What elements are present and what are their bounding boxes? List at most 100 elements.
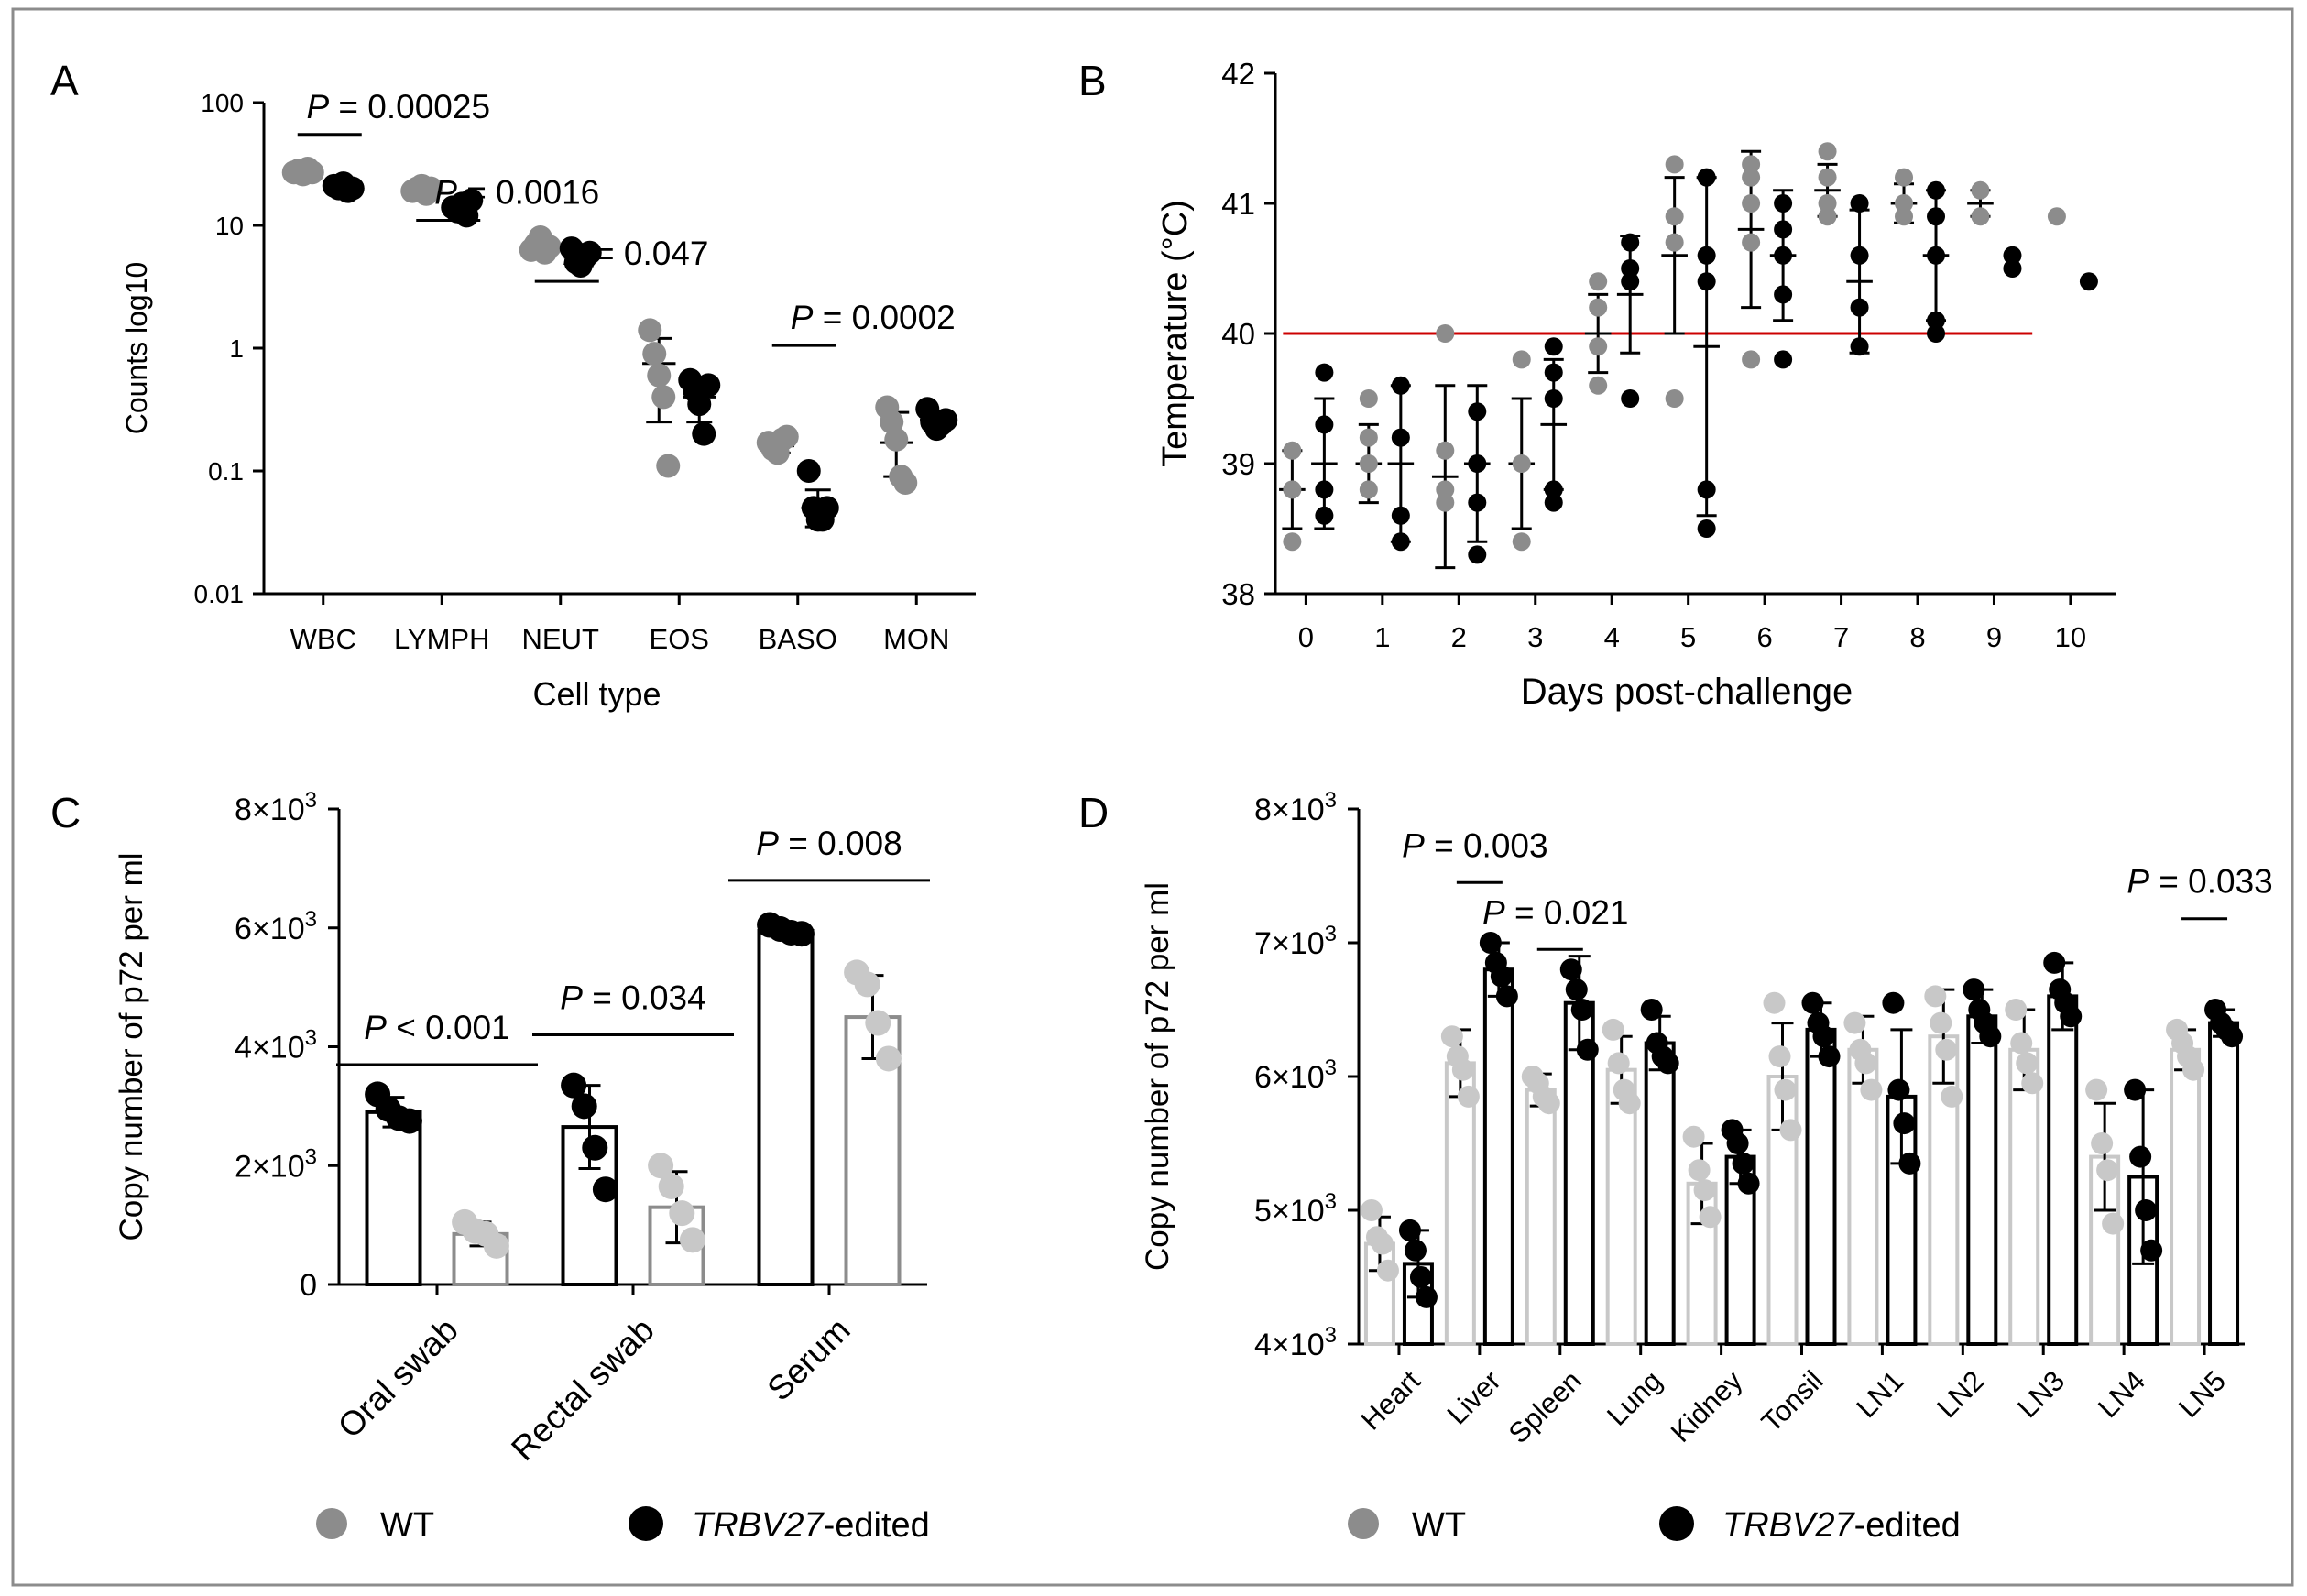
- panel-label-b: B: [1078, 57, 1107, 104]
- data-point: [1935, 1038, 1958, 1061]
- wt-point: [1436, 441, 1455, 460]
- ko-point: [1774, 194, 1793, 213]
- data-point: [2021, 1072, 2044, 1095]
- wt-point: [1512, 350, 1531, 369]
- x-tick-label: Serum: [760, 1311, 858, 1408]
- panel-a-chart: 100 10 1 0.1 0.01 WBC LYMPH NEUT EOS BASO MON P = 0…: [120, 88, 976, 713]
- ko-point: [2003, 259, 2022, 278]
- y-tick-exp: 3: [305, 788, 317, 813]
- data-point: [679, 1227, 705, 1253]
- wt-point: [1359, 389, 1378, 408]
- data-point: [1774, 1078, 1797, 1101]
- data-point: [592, 1176, 618, 1203]
- data-point: [1818, 1045, 1841, 1068]
- data-point: [934, 408, 958, 432]
- data-point: [1768, 1045, 1791, 1068]
- panel-label-d: D: [1078, 789, 1109, 836]
- data-point: [1930, 1011, 1952, 1034]
- wt-point: [1589, 376, 1608, 395]
- bar: [1525, 1088, 1557, 1346]
- bar: [1644, 1041, 1676, 1346]
- wt-point: [1665, 207, 1684, 226]
- y-tick-base: 6×10: [1254, 1060, 1325, 1095]
- data-point: [2135, 1199, 2158, 1221]
- p-value: = 0.008: [779, 825, 902, 862]
- data-point: [1559, 958, 1582, 981]
- wt-point: [1665, 155, 1684, 174]
- bar: [1482, 967, 1514, 1346]
- x-tick-label: 3: [1527, 621, 1543, 653]
- p-value-label: P = 0.008: [756, 825, 902, 862]
- y-tick-label: 0.01: [194, 580, 245, 608]
- bar: [2208, 1021, 2240, 1346]
- legend-ko-marker: [1659, 1506, 1694, 1541]
- data-point: [1576, 1038, 1599, 1061]
- x-tick-label: Rectal swab: [504, 1311, 661, 1468]
- p-value-label: P = 0.021: [1482, 893, 1628, 931]
- y-tick-label: 2×103: [235, 1144, 317, 1184]
- wt-point: [1665, 233, 1684, 252]
- data-point: [1779, 1119, 1802, 1142]
- y-tick-base: 5×10: [1254, 1194, 1325, 1229]
- ko-point: [1697, 246, 1716, 265]
- data-point: [692, 421, 716, 446]
- data-point: [1537, 1092, 1560, 1115]
- data-point: [2091, 1132, 2114, 1154]
- data-point: [796, 459, 821, 483]
- x-tick-label: 6: [1756, 621, 1772, 653]
- p-value-label: P = 0.0016: [434, 173, 599, 211]
- data-point: [483, 1232, 509, 1259]
- y-tick-base: 0: [300, 1268, 317, 1303]
- p-symbol: P: [434, 173, 457, 211]
- x-tick-label: 8: [1909, 621, 1925, 653]
- y-tick-exp: 3: [1325, 788, 1337, 813]
- y-tick-base: 6×10: [235, 912, 305, 946]
- y-tick-label: 100: [201, 89, 244, 117]
- x-tick-label: 5: [1680, 621, 1696, 653]
- y-tick-exp: 3: [1325, 922, 1337, 946]
- y-tick-label: 7×103: [1254, 922, 1337, 961]
- data-point: [2085, 1078, 2108, 1101]
- data-point: [1565, 978, 1588, 1001]
- data-point: [1682, 1125, 1705, 1148]
- ko-point: [1315, 506, 1334, 525]
- ko-point: [2079, 272, 2098, 291]
- ko-point: [1621, 233, 1640, 252]
- ko-point: [1468, 493, 1487, 512]
- ko-point: [1315, 415, 1334, 434]
- x-tick-label: 9: [1986, 621, 2002, 653]
- x-tick-label: 1: [1374, 621, 1390, 653]
- data-point: [561, 1072, 587, 1099]
- bar: [365, 1110, 422, 1287]
- p-value-label: P = 0.047: [563, 235, 708, 272]
- data-point: [1607, 1052, 1630, 1075]
- data-point: [2096, 1159, 2119, 1182]
- data-point: [875, 1045, 902, 1072]
- x-axis-title: Days post-challenge: [1521, 672, 1853, 712]
- p-symbol: P: [791, 299, 814, 336]
- ko-point: [1774, 350, 1793, 369]
- data-point: [571, 1093, 597, 1120]
- wt-point: [1436, 324, 1455, 343]
- p-symbol: P: [306, 88, 329, 126]
- data-point: [687, 392, 712, 417]
- p-symbol: P: [2127, 863, 2149, 901]
- ko-point: [1315, 363, 1334, 382]
- wt-point: [1359, 428, 1378, 447]
- ko-point: [1697, 519, 1716, 538]
- data-point: [656, 454, 681, 478]
- ko-point: [1927, 207, 1946, 226]
- wt-point: [1665, 389, 1684, 408]
- data-point: [2005, 999, 2028, 1021]
- ko-point: [1850, 194, 1869, 213]
- p-symbol: P: [1482, 893, 1505, 931]
- ko-point: [1774, 246, 1793, 265]
- x-tick-label: 2: [1451, 621, 1467, 653]
- y-tick-label: 5×103: [1254, 1189, 1337, 1229]
- x-tick-label: LYMPH: [394, 623, 490, 655]
- x-tick-label: LN5: [2172, 1364, 2232, 1424]
- y-tick-label: 4×103: [1254, 1323, 1337, 1362]
- x-tick-label: MON: [883, 623, 949, 655]
- y-tick-label: 41: [1221, 187, 1255, 221]
- legend-c: WT TRBV27-edited: [316, 1506, 930, 1545]
